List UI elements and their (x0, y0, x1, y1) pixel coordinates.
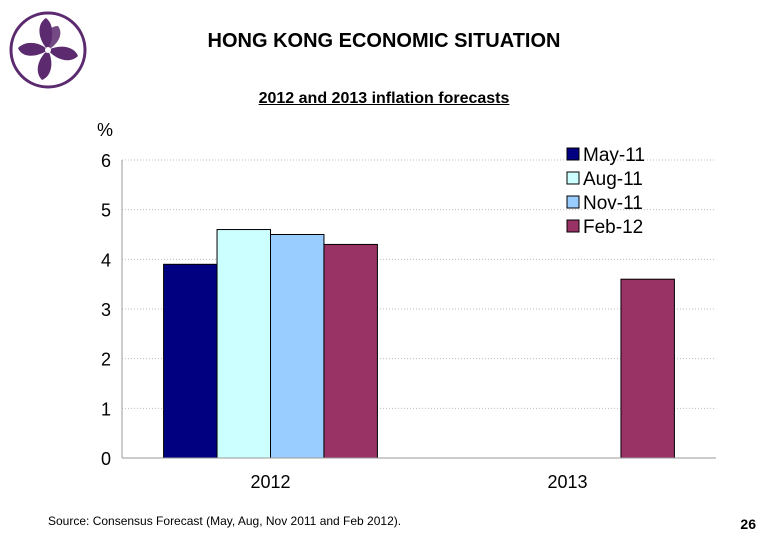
bar-nov-11-2012 (270, 234, 325, 459)
page-title: HONG KONG ECONOMIC SITUATION (207, 30, 561, 52)
x-tick-labels: 2012 2013 (250, 472, 587, 492)
legend-label: Nov-11 (583, 193, 643, 214)
bars (163, 229, 675, 459)
bar-feb-12-2012 (323, 243, 378, 459)
bar-aug-11-2012 (216, 229, 271, 459)
bar-may-11-2012 (163, 263, 218, 459)
y-tick-label: 1 (101, 399, 111, 419)
y-tick-label: 3 (101, 300, 111, 320)
page-number: 26 (740, 516, 756, 532)
legend-swatch (566, 171, 580, 185)
y-tick-label: 6 (101, 151, 111, 171)
legend-swatch (566, 195, 580, 209)
legend-swatch (566, 147, 580, 161)
source-note: Source: Consensus Forecast (May, Aug, No… (48, 514, 402, 528)
y-tick-label: 4 (101, 250, 111, 270)
bar-feb-12-2013 (620, 278, 675, 459)
legend-label: May-11 (583, 145, 645, 166)
legend-label: Feb-12 (583, 217, 643, 238)
y-tick-label: 0 (101, 449, 111, 469)
axes (121, 160, 716, 459)
legend: May-11 Aug-11 Nov-11 Feb-12 (566, 145, 645, 238)
y-axis-label: % (97, 120, 113, 140)
y-tick-label: 2 (101, 350, 111, 370)
x-tick-label: 2013 (547, 472, 587, 492)
bauhinia-flower-icon (9, 11, 87, 89)
y-tick-label: 5 (101, 201, 111, 221)
x-tick-label: 2012 (250, 472, 290, 492)
chart-title: 2012 and 2013 inflation forecasts (258, 90, 510, 107)
y-tick-labels: 0 1 2 3 4 5 6 (101, 151, 111, 469)
legend-label: Aug-11 (583, 169, 643, 190)
legend-swatch (566, 219, 580, 233)
